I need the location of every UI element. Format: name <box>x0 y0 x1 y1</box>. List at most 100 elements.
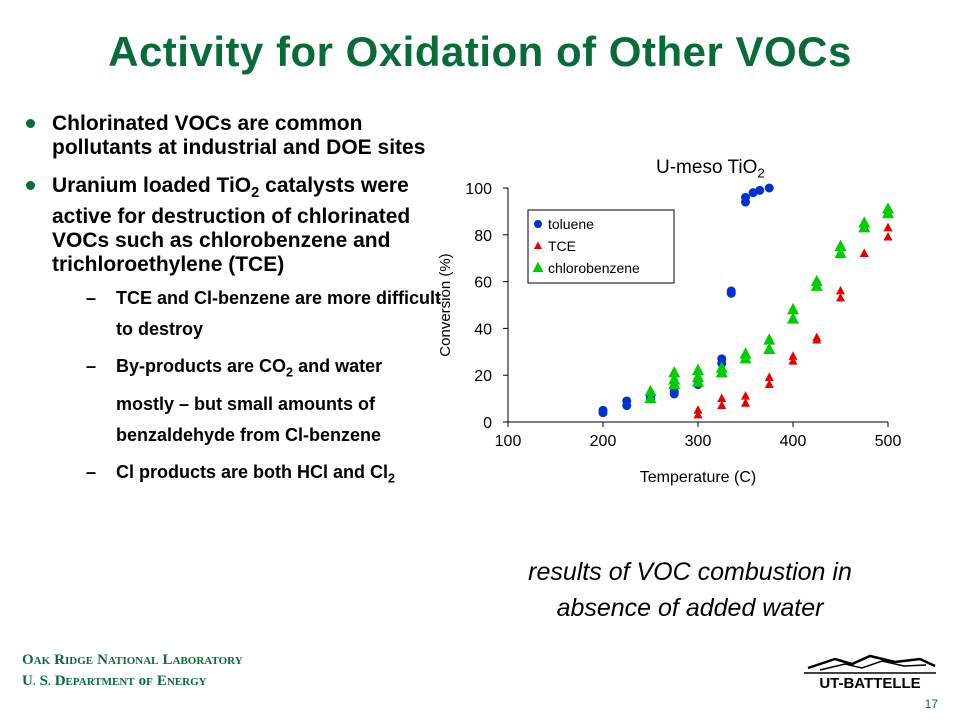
chart-title-text: U-meso TiO <box>656 157 758 178</box>
toluene-point <box>717 354 727 364</box>
chlorobenzene-point <box>834 246 847 259</box>
sub-bullet-list: – TCE and Cl-benzene are more difficult … <box>52 283 444 494</box>
footer-rest: ATIONAL <box>107 655 159 667</box>
chlorobenzene-point <box>644 391 657 404</box>
TCE-point <box>788 356 798 365</box>
legend-marker <box>532 261 544 273</box>
toluene-point <box>598 405 608 415</box>
chart-caption: results of VOC combustion in absence of … <box>440 554 940 626</box>
chlorobenzene-point <box>668 366 681 378</box>
x-axis-label: Temperature (C) <box>640 469 756 486</box>
legend-label: TCE <box>548 238 576 254</box>
TCE-point <box>883 222 893 232</box>
dash-icon: – <box>86 288 97 309</box>
bullet-list: Chlorinated VOCs are common pollutants a… <box>24 112 444 494</box>
y-tick-label: 100 <box>465 181 492 198</box>
footer-initial: o <box>138 673 147 689</box>
legend-marker <box>534 220 542 228</box>
TCE-point <box>717 400 727 410</box>
TCE-point <box>717 393 727 403</box>
x-tick-label: 200 <box>590 433 617 450</box>
sub-bullet-item: – By-products are CO2 and water mostly –… <box>52 351 444 450</box>
chlorobenzene-point <box>692 363 704 376</box>
chlorobenzene-point <box>668 373 681 385</box>
TCE-point <box>836 285 845 295</box>
toluene-point <box>755 185 765 195</box>
footer-rest: F <box>146 676 153 688</box>
chlorobenzene-point <box>882 202 894 214</box>
legend-box <box>527 209 675 284</box>
y-tick-label: 40 <box>474 321 492 338</box>
legend-label: chlorobenzene <box>548 260 640 276</box>
chart-title: U-meso TiO2 <box>656 157 765 181</box>
y-tick-label: 20 <box>474 368 492 385</box>
chlorobenzene-point <box>692 370 704 383</box>
ut-battelle-logo: UT-BATTELLE <box>804 654 936 690</box>
footer-rest: EPARTMENT <box>65 676 135 688</box>
y-tick-label: 0 <box>483 415 492 432</box>
logo-mountain-icon <box>807 654 936 670</box>
bullet-item: Uranium loaded TiO2 catalysts were activ… <box>24 174 444 494</box>
bullet-text: Chlorinated VOCs are common pollutants a… <box>52 112 426 159</box>
footer-rest: AK <box>33 655 51 667</box>
chlorobenzene-point <box>763 333 776 345</box>
bullet-dot-icon <box>26 119 35 128</box>
toluene-point <box>741 192 750 202</box>
TCE-point <box>741 391 750 400</box>
TCE-point <box>788 351 798 360</box>
legend-marker <box>534 241 542 250</box>
x-tick-label: 100 <box>495 433 522 450</box>
footer-initial: S <box>39 673 48 689</box>
subscript: 2 <box>251 185 260 202</box>
y-tick-label: 80 <box>474 228 492 245</box>
toluene-point <box>764 183 774 193</box>
page-number: 17 <box>924 697 938 711</box>
footer-rest: IDGE <box>65 655 94 667</box>
sub-bullet-item: – TCE and Cl-benzene are more difficult … <box>52 283 444 345</box>
caption-line: results of VOC combustion in <box>528 558 852 586</box>
logo-text: UT-BATTELLE <box>819 675 920 690</box>
footer-initial: N <box>97 652 108 668</box>
y-tick-label: 60 <box>474 275 492 292</box>
toluene-point <box>622 396 632 406</box>
TCE-point <box>693 405 703 414</box>
footer-initial: E <box>156 673 167 689</box>
chlorobenzene-point <box>739 347 752 359</box>
footer-initial: D <box>54 673 66 689</box>
chlorobenzene-point <box>810 274 823 287</box>
legend-label: toluene <box>548 216 594 232</box>
subscript: 2 <box>757 165 765 181</box>
x-tick-label: 500 <box>875 433 902 450</box>
scatter-chart: 100 200 300 400 500 0 20 40 60 80 100 Temperature (… <box>437 181 902 486</box>
bullet-text: catalysts were active for destruction of… <box>52 174 411 277</box>
subscript: 2 <box>388 470 396 485</box>
footer-initial: O <box>22 652 34 668</box>
chlorobenzene-point <box>715 361 728 373</box>
TCE-point <box>764 379 774 388</box>
TCE-point <box>693 409 703 419</box>
y-axis-label: Conversion (%) <box>437 253 454 356</box>
slide-title: Activity for Oxidation of Other VOCs <box>108 28 852 75</box>
bullet-dot-icon <box>26 181 35 190</box>
sub-bullet-text: TCE and Cl-benzene are more difficult to… <box>116 288 442 340</box>
chlorobenzene-point <box>834 239 847 252</box>
chlorobenzene-point <box>787 312 799 324</box>
x-tick-label: 300 <box>685 433 712 450</box>
TCE-point <box>764 372 774 381</box>
footer-rest: ABORATORY <box>172 655 243 667</box>
sub-bullet-text: Cl products are both HCl and Cl <box>116 461 389 482</box>
TCE-point <box>836 292 845 302</box>
x-tick-label: 400 <box>780 433 807 450</box>
footer-lab-name: OAK RIDGE NATIONAL LABORATORY <box>22 651 243 669</box>
TCE-point <box>741 398 750 407</box>
dash-icon: – <box>86 461 97 482</box>
sub-bullet-text: By-products are CO <box>116 356 287 377</box>
footer-initial: U <box>22 673 33 689</box>
footer-initial: L <box>162 652 173 668</box>
chlorobenzene-point <box>644 384 657 397</box>
sub-bullet-item: – Cl products are both HCl and Cl2 <box>52 457 444 494</box>
sub-bullet-text: and water mostly – but small amounts of … <box>116 356 383 445</box>
footer-rest: . <box>47 676 51 688</box>
bullet-text-prefix: Uranium loaded TiO <box>52 174 252 197</box>
logo-mountain-icon <box>819 660 927 671</box>
